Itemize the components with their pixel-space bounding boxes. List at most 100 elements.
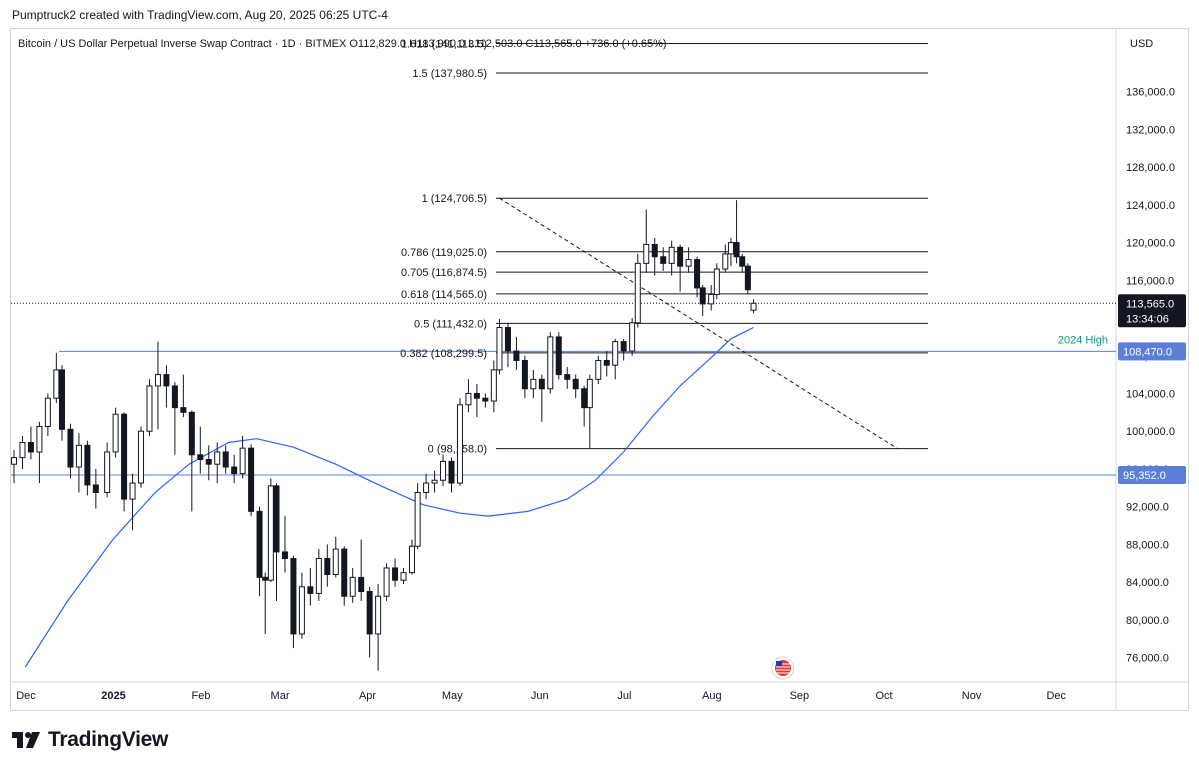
candle-up [375, 595, 382, 635]
candle-down [581, 388, 588, 409]
price-tick-label: 116,000.0 [1126, 275, 1174, 287]
time-tick-label: Dec [16, 690, 36, 702]
candle-up [547, 336, 554, 390]
high-price-label-box [1118, 342, 1186, 361]
candle-up [129, 482, 136, 500]
candle-down [694, 259, 701, 289]
price-tick-label: 132,000.0 [1126, 124, 1175, 136]
candle-down [603, 359, 610, 366]
candle-down [188, 411, 195, 456]
time-tick-label: Jun [531, 690, 549, 702]
ohlc-values: O112,829.0 H113,990.0 L112,503.0 C113,56… [349, 38, 667, 50]
candle-up [685, 259, 692, 267]
price-tick-label: 124,000.0 [1126, 200, 1175, 212]
candle-down [739, 256, 746, 267]
candle-up [727, 242, 734, 255]
candle-up [11, 457, 17, 465]
candle-down [699, 287, 706, 305]
candle-up [267, 485, 274, 581]
candle-down [358, 576, 365, 593]
candle-up [629, 322, 636, 352]
currency-label[interactable]: USD [1130, 38, 1154, 50]
candle-down [564, 374, 571, 380]
candle-up [112, 413, 119, 453]
support-price-label-box [1118, 466, 1186, 485]
candle-up [456, 404, 463, 484]
candle-up [612, 341, 619, 366]
price-tick-label: 100,000.0 [1126, 426, 1175, 438]
fib-level-label: 0.786 (119,025.0) [401, 247, 487, 259]
candle-down [392, 567, 399, 581]
countdown-label: 13:34:06 [1126, 313, 1169, 325]
annotation-2024-high: 2024 High [1058, 334, 1108, 346]
candle-down [281, 551, 288, 560]
event-flag-canton [776, 661, 782, 666]
time-tick-label: Mar [271, 690, 290, 702]
time-tick-label: 2025 [101, 690, 125, 702]
candle-down [677, 246, 684, 267]
candle-down [290, 558, 297, 635]
candle-down [341, 548, 348, 597]
candle-up [19, 442, 26, 459]
candle-down [92, 484, 99, 493]
time-tick-label: Jul [617, 690, 631, 702]
fib-level-label: 0.705 (116,874.5) [401, 267, 487, 279]
dashed-trendline[interactable] [499, 197, 898, 449]
candle-up [214, 451, 221, 465]
candle-up [713, 268, 720, 295]
candle-up [298, 586, 305, 635]
candle-down [256, 510, 263, 578]
symbol-title[interactable]: Bitcoin / US Dollar Perpetual Inverse Sw… [18, 38, 347, 50]
candle-down [205, 458, 212, 465]
time-tick-label: Oct [876, 690, 893, 702]
symbol-legend: Bitcoin / US Dollar Perpetual Inverse Sw… [18, 38, 667, 50]
candle-up [643, 243, 650, 264]
candle-up [414, 491, 421, 547]
candle-down [733, 242, 740, 258]
price-tick-label: 88,000.0 [1126, 539, 1169, 551]
time-tick-label: Apr [359, 690, 376, 702]
fib-level-label: 0.382 (108,299.5) [400, 348, 487, 360]
candle-down [121, 413, 128, 500]
candle-down [521, 359, 528, 390]
candle-down [180, 407, 187, 413]
candle-up [634, 262, 641, 324]
candle-down [448, 460, 455, 484]
candle-up [154, 374, 161, 387]
candle-up [53, 369, 60, 399]
candle-down [262, 576, 269, 581]
candle-up [383, 567, 390, 597]
candle-up [349, 576, 356, 597]
candle-down [84, 444, 91, 486]
time-tick-label: Sep [790, 690, 810, 702]
price-tick-label: 136,000.0 [1126, 87, 1175, 99]
candle-up [465, 392, 472, 406]
fib-level-label: 1 (124,706.5) [422, 193, 487, 205]
candle-up [431, 479, 438, 484]
support-price-label: 95,352.0 [1123, 470, 1166, 482]
candle-down [572, 378, 579, 390]
candle-up [440, 460, 447, 481]
last-price-label: 113,565.0 [1126, 298, 1174, 310]
tradingview-logo[interactable]: TradingView [12, 728, 168, 752]
candle-up [75, 444, 82, 468]
candle-down [231, 466, 238, 475]
candle-up [408, 545, 415, 574]
price-tick-label: 92,000.0 [1126, 502, 1169, 514]
price-tick-label: 120,000.0 [1126, 238, 1175, 250]
candle-up [239, 447, 246, 475]
price-tick-label: 80,000.0 [1126, 615, 1169, 627]
candle-up [750, 302, 757, 311]
candle-up [595, 359, 602, 380]
candle-down [651, 243, 658, 258]
candle-up [104, 451, 111, 493]
candle-down [197, 454, 204, 460]
candle-down [307, 586, 314, 594]
moving-average-line[interactable] [24, 326, 754, 668]
candle-up [44, 397, 51, 427]
candle-down [222, 451, 229, 468]
candle-up [400, 572, 407, 581]
candle-up [530, 378, 537, 390]
high-price-label: 108,470.0 [1123, 346, 1172, 358]
